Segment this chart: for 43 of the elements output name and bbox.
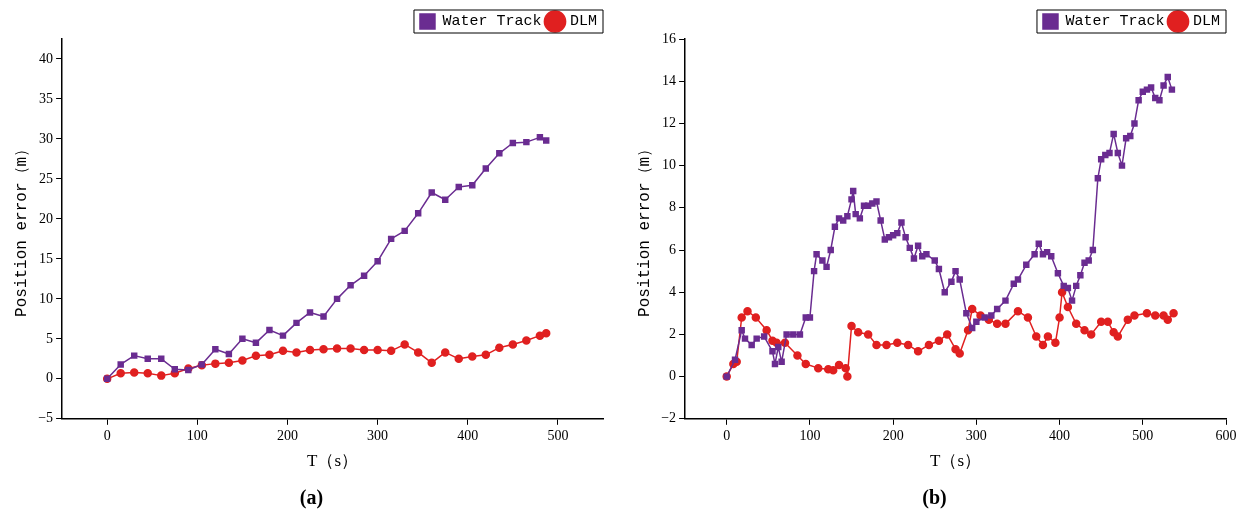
y-tick-label: 35 [39, 90, 54, 106]
text: (a) [299, 486, 324, 508]
y-tick-label: 2 [669, 326, 677, 342]
x-tick-label: 200 [276, 427, 298, 443]
y-tick-label: 10 [662, 157, 677, 173]
y-tick-label: 4 [669, 283, 677, 299]
legend-label: Water Track [1065, 13, 1165, 31]
x-tick-label: 500 [547, 427, 569, 443]
y-tick-label: 20 [39, 210, 54, 226]
x-tick-label: 500 [1132, 427, 1154, 443]
x-tick-label: 100 [799, 427, 821, 443]
y-tick-label: 5 [46, 330, 54, 346]
text: (b) [922, 486, 947, 508]
x-tick-label: 0 [723, 427, 731, 443]
y-tick-label: 30 [39, 130, 54, 146]
y-tick-label: −2 [661, 410, 677, 426]
y-tick-label: 16 [662, 30, 677, 46]
y-tick-label: 40 [39, 50, 54, 66]
y-tick-label: −5 [38, 410, 54, 426]
x-tick-label: 300 [367, 427, 389, 443]
y-tick-label: 25 [39, 170, 54, 186]
x-tick-label: 400 [1049, 427, 1071, 443]
x-tick-label: 400 [457, 427, 479, 443]
y-axis-title: Position error（m） [12, 140, 31, 317]
x-tick-label: 600 [1215, 427, 1237, 443]
y-tick-label: 15 [39, 250, 54, 266]
y-tick-label: 12 [662, 115, 677, 131]
x-axis-title: T（s） [307, 451, 359, 471]
x-tick-label: 0 [103, 427, 111, 443]
legend-label: Water Track [442, 13, 542, 31]
x-tick-label: 100 [186, 427, 208, 443]
legend-label: DLM [1193, 13, 1221, 31]
y-tick-label: 0 [669, 368, 677, 384]
y-tick-label: 14 [662, 72, 677, 88]
y-tick-label: 10 [39, 290, 54, 306]
y-tick-label: 6 [669, 241, 677, 257]
x-tick-label: 300 [965, 427, 987, 443]
y-tick-label: 0 [46, 370, 54, 386]
x-tick-label: 200 [882, 427, 904, 443]
legend-label: DLM [570, 13, 598, 31]
y-axis-title: Position error（m） [635, 140, 654, 317]
x-axis-title: T（s） [930, 451, 982, 471]
y-tick-label: 8 [669, 199, 677, 215]
